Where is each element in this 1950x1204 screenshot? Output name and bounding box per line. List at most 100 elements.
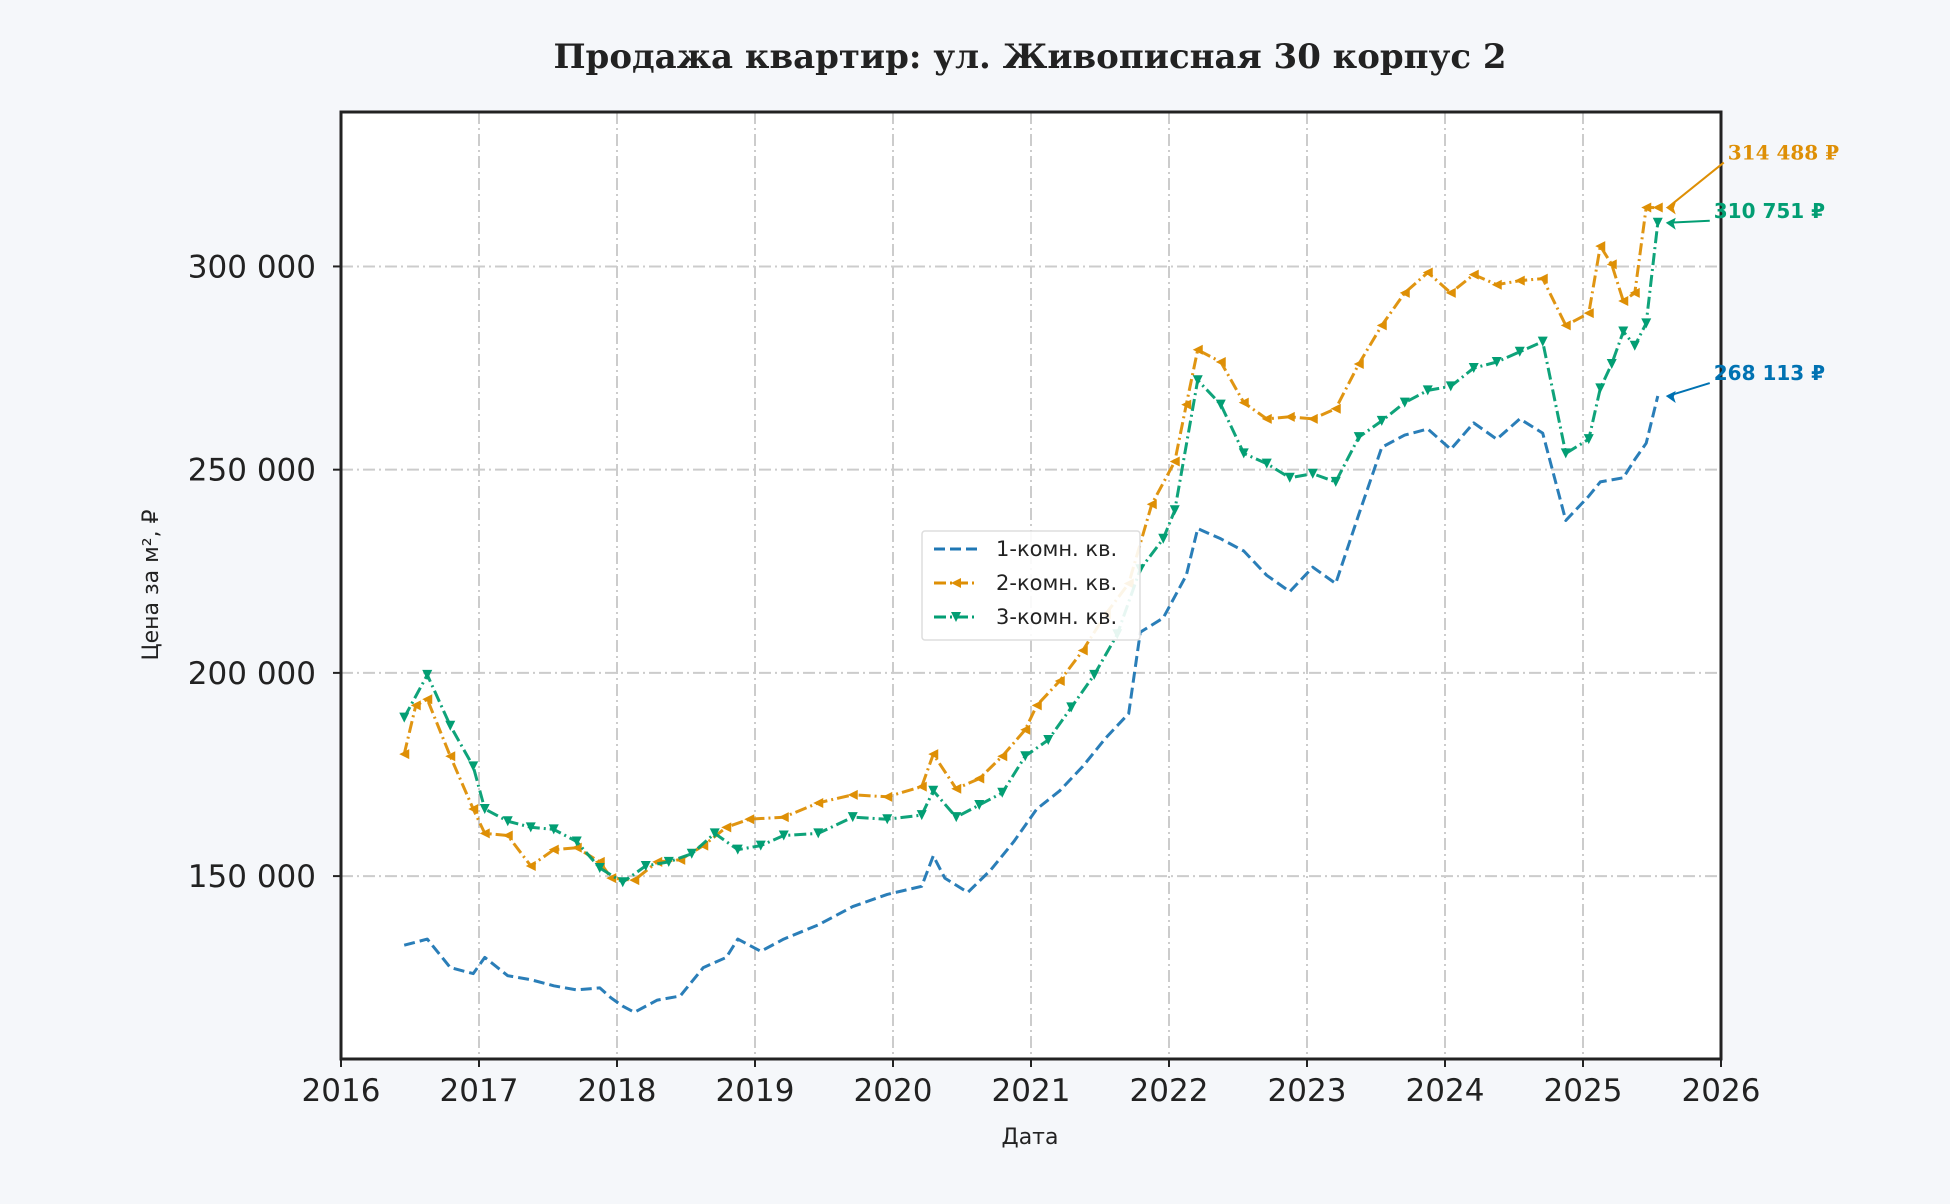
series-line xyxy=(402,222,1660,884)
data-point xyxy=(479,804,490,815)
series-2 xyxy=(399,202,1663,886)
data-point xyxy=(606,873,617,884)
data-point xyxy=(916,781,927,792)
data-point xyxy=(525,860,536,871)
end-label-arrow xyxy=(1667,219,1710,224)
data-point xyxy=(686,848,697,859)
data-point xyxy=(1606,259,1617,270)
data-point xyxy=(629,875,640,886)
data-point xyxy=(1595,241,1606,252)
data-point xyxy=(755,840,766,851)
data-point xyxy=(1468,269,1479,280)
data-point xyxy=(617,877,628,888)
data-point xyxy=(525,822,536,833)
chart-title: Продажа квартир: ул. Живописная 30 корпу… xyxy=(553,37,1506,77)
data-point xyxy=(1169,505,1180,516)
data-point xyxy=(1422,385,1433,396)
data-point xyxy=(1422,267,1433,278)
data-point xyxy=(1238,448,1249,459)
legend: 1-комн. кв. 2-комн. кв. 3-комн. кв. xyxy=(921,530,1141,641)
data-point xyxy=(847,812,858,823)
data-point xyxy=(974,799,985,810)
data-point xyxy=(410,700,421,711)
data-point xyxy=(1560,320,1571,331)
data-point xyxy=(1537,336,1548,347)
data-point xyxy=(1215,356,1226,367)
x-tick-label: 2023 xyxy=(1268,1073,1347,1109)
data-point xyxy=(399,712,410,723)
series-3 xyxy=(399,217,1663,888)
x-axis-label: Дата xyxy=(1002,1125,1059,1150)
data-point xyxy=(721,822,732,833)
data-point xyxy=(1514,275,1525,286)
ticks: 2016 2017 2018 2019 2020 2021 2022 2023 2024 2025… xyxy=(188,249,1761,1109)
data-point xyxy=(1031,700,1042,711)
x-tick-label: 2016 xyxy=(302,1073,381,1109)
data-point xyxy=(422,694,433,705)
data-point xyxy=(732,844,743,855)
data-point xyxy=(1652,202,1663,213)
x-tick-label: 2026 xyxy=(1682,1073,1761,1109)
legend-label: 2-комн. кв. xyxy=(996,571,1117,595)
end-label: 314 488 ₽ xyxy=(1728,141,1839,165)
data-point xyxy=(1583,308,1594,319)
data-point xyxy=(594,862,605,873)
data-point xyxy=(928,749,939,760)
data-point xyxy=(1376,415,1387,426)
data-point xyxy=(778,830,789,841)
data-point xyxy=(1491,279,1502,290)
data-point xyxy=(1618,326,1629,337)
data-point xyxy=(1641,318,1652,329)
data-point xyxy=(445,751,456,762)
data-point xyxy=(1238,397,1249,408)
data-point xyxy=(399,749,410,760)
data-point xyxy=(813,797,824,808)
data-point xyxy=(1583,434,1594,445)
data-point xyxy=(1261,458,1272,469)
data-point xyxy=(1192,344,1203,355)
data-point xyxy=(445,720,456,731)
series-layer xyxy=(399,202,1663,1014)
x-tick-label: 2019 xyxy=(716,1073,795,1109)
data-point xyxy=(1284,472,1295,483)
end-label-arrowhead xyxy=(1665,217,1676,230)
legend-item: 3-комн. кв. xyxy=(934,605,1117,629)
data-point xyxy=(1445,287,1456,298)
y-tick-label: 250 000 xyxy=(188,453,316,489)
y-tick-label: 150 000 xyxy=(188,859,316,895)
end-label: 268 113 ₽ xyxy=(1714,361,1825,385)
data-point xyxy=(1089,669,1100,680)
data-point xyxy=(1537,273,1548,284)
data-point xyxy=(1181,399,1192,410)
data-point xyxy=(951,783,962,794)
data-point xyxy=(778,812,789,823)
data-point xyxy=(1629,340,1640,351)
data-point xyxy=(813,828,824,839)
data-point xyxy=(502,830,513,841)
data-point xyxy=(1330,476,1341,487)
data-point xyxy=(1468,363,1479,374)
series-line xyxy=(403,395,1660,1014)
data-point xyxy=(1066,702,1077,713)
data-point xyxy=(1353,432,1364,443)
data-point xyxy=(1158,533,1169,544)
data-point xyxy=(1445,381,1456,392)
end-labels: 314 488 ₽ 310 751 ₽ 268 113 ₽ xyxy=(1665,141,1839,404)
x-tick-label: 2020 xyxy=(854,1073,933,1109)
data-point xyxy=(1169,456,1180,467)
data-point xyxy=(1399,287,1410,298)
x-tick-label: 2018 xyxy=(578,1073,657,1109)
data-point xyxy=(1399,397,1410,408)
data-point xyxy=(1307,468,1318,479)
legend-marker xyxy=(951,612,961,622)
data-point xyxy=(1629,287,1640,298)
data-point xyxy=(928,785,939,796)
data-point xyxy=(1020,724,1031,735)
data-point xyxy=(1261,413,1272,424)
data-point xyxy=(882,814,893,825)
legend-label: 1-комн. кв. xyxy=(996,537,1117,561)
legend-item: 2-комн. кв. xyxy=(934,571,1117,595)
data-point xyxy=(1215,399,1226,410)
data-point xyxy=(468,761,479,772)
